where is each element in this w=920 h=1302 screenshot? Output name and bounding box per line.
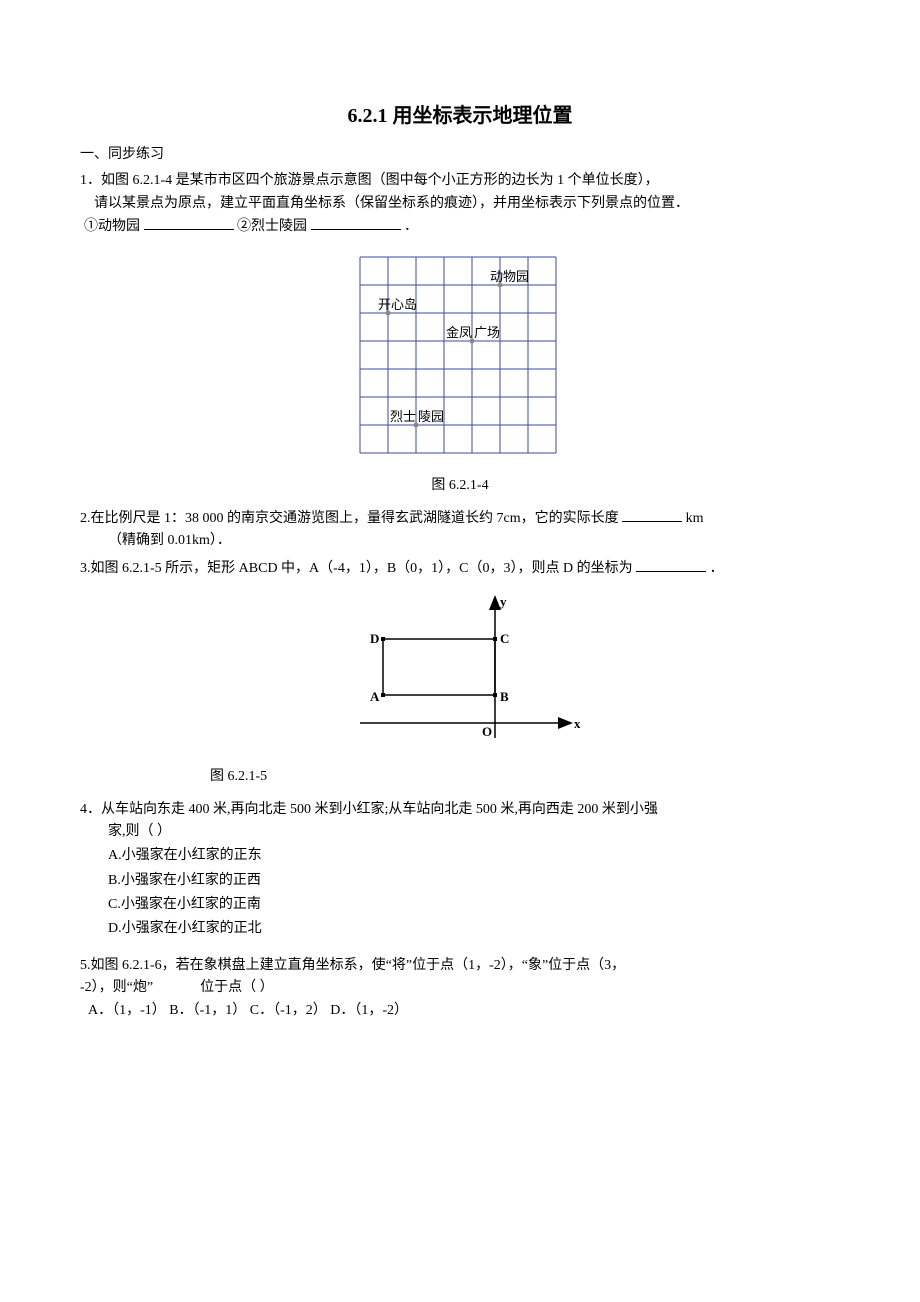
q1-blank2-label: ②烈士陵园	[237, 219, 307, 234]
q5-line1: 5.如图 6.2.1-6，若在象棋盘上建立直角坐标系，使“将”位于点（1，-2）…	[80, 958, 625, 973]
question-3: 3.如图 6.2.1-5 所示，矩形 ABCD 中，A（-4，1），B（0，1）…	[80, 557, 840, 580]
q1-blank1-label: ①动物园	[80, 219, 140, 234]
q4-option-d[interactable]: D.小强家在小红家的正北	[108, 918, 840, 940]
question-2: 2.在比例尺是 1：38 000 的南京交通游览图上，量得玄武湖隧道长约 7cm…	[80, 507, 840, 553]
label-C: C	[500, 631, 509, 646]
page-title: 6.2.1 用坐标表示地理位置	[80, 100, 840, 132]
q5-line2a: -2），则“炮”	[80, 980, 153, 995]
figure-6-2-1-5: D C A B O x y	[330, 588, 590, 758]
q3-line1: 3.如图 6.2.1-5 所示，矩形 ABCD 中，A（-4，1），B（0，1）…	[80, 561, 633, 576]
q2-blank[interactable]	[622, 507, 682, 522]
svg-text:金凤: 金凤	[446, 325, 472, 340]
q1-blank2[interactable]	[311, 215, 401, 230]
q4-line1: 4．从车站向东走 400 米,再向北走 500 米到小红家;从车站向北走 500…	[80, 802, 658, 817]
q4-line2: 家,则（ ）	[80, 824, 171, 839]
svg-text:开心岛: 开心岛	[378, 297, 417, 312]
q1-line2: 请以某景点为原点，建立平面直角坐标系（保留坐标系的痕迹），并用坐标表示下列景点的…	[80, 196, 689, 211]
q5-line2b: 位于点（ ）	[200, 980, 274, 995]
label-D: D	[370, 631, 379, 646]
q2-unit: km	[686, 511, 704, 526]
figure1-caption: 图 6.2.1-4	[80, 475, 840, 497]
q4-option-b[interactable]: B.小强家在小红家的正西	[108, 870, 840, 892]
figure2-caption: 图 6.2.1-5	[80, 766, 840, 788]
question-4: 4．从车站向东走 400 米,再向北走 500 米到小红家;从车站向北走 500…	[80, 799, 840, 941]
svg-text:动物园: 动物园	[490, 269, 529, 284]
q4-option-c[interactable]: C.小强家在小红家的正南	[108, 894, 840, 916]
question-5: 5.如图 6.2.1-6，若在象棋盘上建立直角坐标系，使“将”位于点（1，-2）…	[80, 955, 840, 1022]
svg-text:广场: 广场	[474, 325, 500, 340]
q1-line1: 1．如图 6.2.1-4 是某市市区四个旅游景点示意图（图中每个小正方形的边长为…	[80, 173, 659, 188]
section-heading: 一、同步练习	[80, 144, 840, 166]
label-O: O	[482, 724, 492, 739]
label-y: y	[500, 594, 507, 609]
q3-blank[interactable]	[636, 557, 706, 572]
question-1: 1．如图 6.2.1-4 是某市市区四个旅游景点示意图（图中每个小正方形的边长为…	[80, 170, 840, 238]
figure-6-2-1-4: 动物园开心岛金凤广场烈士陵园	[345, 247, 575, 467]
label-A: A	[370, 689, 380, 704]
q4-option-a[interactable]: A.小强家在小红家的正东	[108, 845, 840, 867]
q1-period: ．	[404, 219, 418, 234]
svg-text:陵园: 陵园	[418, 409, 444, 424]
svg-text:烈士: 烈士	[390, 409, 416, 424]
q5-options[interactable]: A．（1，-1） B．（-1，1） C．（-1，2） D．（1，-2）	[88, 1003, 408, 1018]
q2-line1: 2.在比例尺是 1：38 000 的南京交通游览图上，量得玄武湖隧道长约 7cm…	[80, 511, 619, 526]
q2-line2: （精确到 0.01km）．	[80, 533, 231, 548]
q3-period: ．	[710, 561, 724, 576]
label-B: B	[500, 689, 509, 704]
label-x: x	[574, 716, 581, 731]
q1-blank1[interactable]	[144, 215, 234, 230]
